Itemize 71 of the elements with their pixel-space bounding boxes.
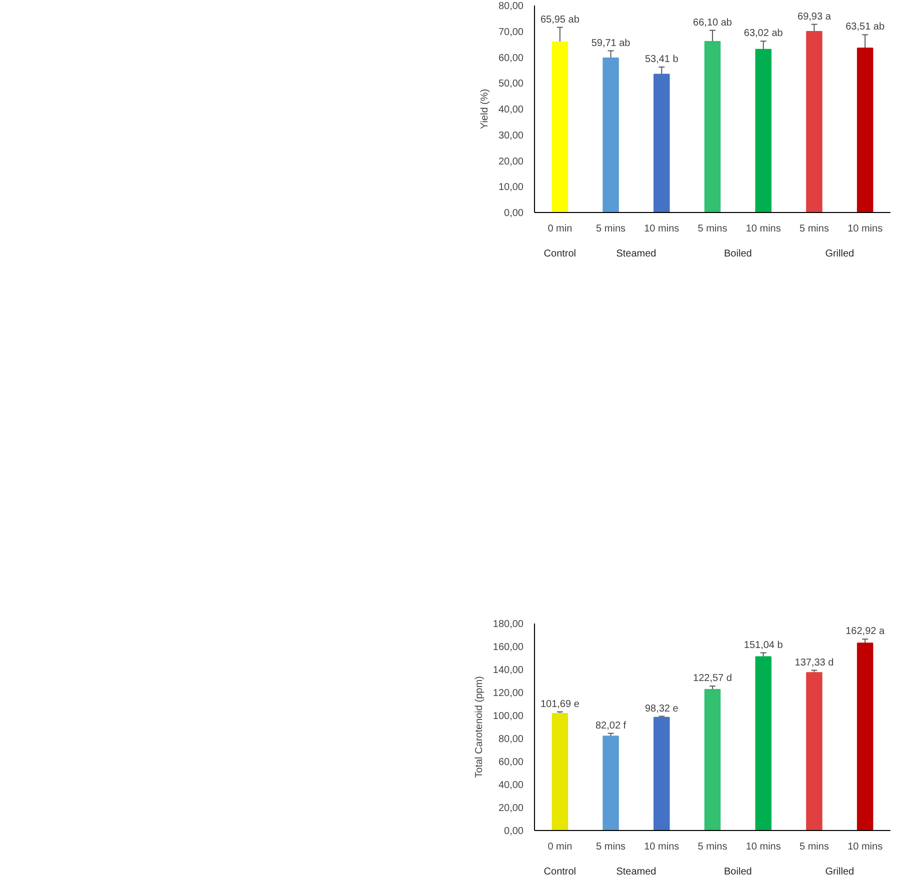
x-tick-label: 5 mins xyxy=(596,842,626,852)
y-tick-label: 80,00 xyxy=(498,1,524,12)
text: Grilled xyxy=(825,248,854,260)
data-label: 82,02 f xyxy=(595,720,626,732)
y-tick-label: 70,00 xyxy=(498,26,524,38)
data-label: 59,71 ab xyxy=(591,38,631,49)
bar xyxy=(704,40,721,212)
y-tick-label: 60,00 xyxy=(498,52,524,64)
data-label: 98,32 e xyxy=(644,703,679,714)
bar xyxy=(806,31,822,212)
bar xyxy=(856,48,874,212)
y-axis-title: Yield (%) xyxy=(479,88,490,130)
y-tick-label: 40,00 xyxy=(498,780,524,791)
x-tick-label: 5 mins xyxy=(698,224,728,234)
x-tick-label: 10 mins xyxy=(746,224,781,234)
bar xyxy=(654,74,670,212)
text: Steamed xyxy=(616,866,656,878)
bar xyxy=(856,642,874,830)
x-tick-label: 5 mins xyxy=(799,842,829,852)
y-tick-label: 20,00 xyxy=(498,156,524,168)
data-label: 101,69 e xyxy=(540,698,580,710)
bar xyxy=(755,656,772,830)
data-label: 65,95 ab xyxy=(540,14,580,26)
x-tick-label: 5 mins xyxy=(799,224,829,234)
data-label: 53,41 b xyxy=(644,54,679,66)
text: Boiled xyxy=(724,248,752,260)
data-label: 151,04 b xyxy=(744,640,784,651)
data-label: 66,10 ab xyxy=(693,17,732,28)
bar xyxy=(755,48,772,212)
text: Control xyxy=(544,866,576,878)
text: Grilled xyxy=(825,866,854,878)
y-tick-label: 10,00 xyxy=(498,182,524,194)
y-tick-label: 20,00 xyxy=(498,803,524,814)
x-tick-label: 5 mins xyxy=(596,224,626,234)
x-tick-label: 0 min xyxy=(548,224,572,234)
x-tick-label: 10 mins xyxy=(644,224,680,234)
data-label: 122,57 d xyxy=(693,673,732,684)
y-tick-label: 140,00 xyxy=(492,665,524,676)
bar xyxy=(602,736,619,830)
y-tick-label: 80,00 xyxy=(498,734,524,745)
bar xyxy=(602,58,619,212)
x-tick-label: 0 min xyxy=(548,842,572,852)
x-tick-label: 5 mins xyxy=(698,842,728,852)
y-tick-label: 30,00 xyxy=(498,130,524,142)
y-tick-label: 60,00 xyxy=(498,757,524,768)
data-label: 63,02 ab xyxy=(744,28,784,40)
data-label: 63,51 ab xyxy=(846,22,885,33)
data-label: 162,92 a xyxy=(846,626,885,638)
y-tick-label: 180,00 xyxy=(492,619,524,630)
bar xyxy=(552,41,568,212)
bar xyxy=(704,689,721,830)
data-label: 69,93 a xyxy=(798,11,832,22)
y-tick-label: 0,00 xyxy=(504,826,524,837)
text: Steamed xyxy=(616,248,656,260)
y-tick-label: 100,00 xyxy=(492,711,524,722)
y-tick-label: 160,00 xyxy=(492,642,524,653)
bar xyxy=(806,672,822,830)
bar xyxy=(552,713,568,830)
data-label: 137,33 d xyxy=(794,657,834,668)
y-tick-label: 0,00 xyxy=(504,208,524,219)
x-tick-label: 10 mins xyxy=(848,842,883,852)
x-tick-label: 10 mins xyxy=(848,224,883,234)
bar xyxy=(654,716,670,830)
y-axis-title: Total Carotenoid (ppm) xyxy=(474,676,485,778)
x-tick-label: 10 mins xyxy=(644,842,680,852)
text: Boiled xyxy=(724,866,752,878)
y-tick-label: 40,00 xyxy=(498,104,524,116)
y-tick-label: 50,00 xyxy=(498,78,524,90)
y-tick-label: 120,00 xyxy=(492,688,524,699)
x-tick-label: 10 mins xyxy=(746,842,781,852)
text: Control xyxy=(544,248,576,260)
